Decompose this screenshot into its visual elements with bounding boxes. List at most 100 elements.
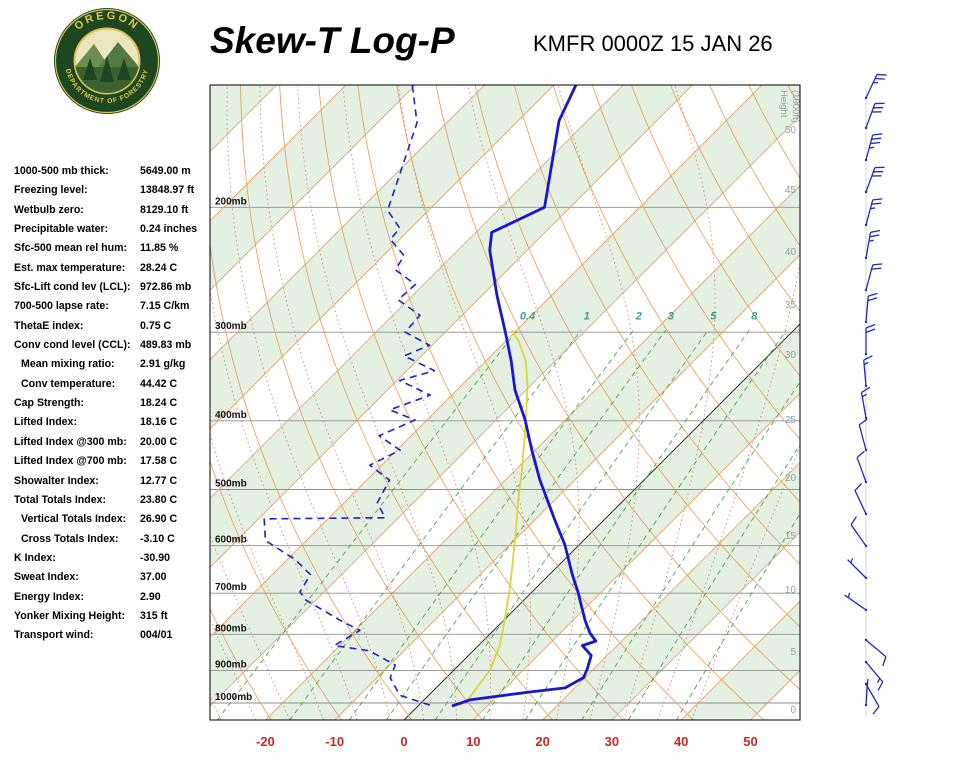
mixing-ratio-line [627,443,800,720]
height-axis-title: Height [778,90,789,118]
stat-value: 5649.00 m [140,165,191,177]
stat-value: 7.15 C/km [140,300,190,313]
stat-label: Lifted Index: [14,416,77,429]
dry-adiabat [74,12,201,721]
mixing-ratio-line [434,329,709,720]
wind-barb [864,263,883,292]
dry-adiabat [513,85,800,566]
moist-adiabat [210,433,324,720]
isotherm-line [542,462,800,720]
stat-row: Lifted Index @300 mb: 20.00 C [14,436,216,455]
stat-label: Est. max temperature: [14,261,126,274]
pressure-label: 700mb [215,582,247,593]
pressure-label: 800mb [215,623,247,634]
wind-barb [864,682,880,715]
mixing-ratio-line [348,329,634,720]
stat-label: Sweat Index: [14,571,79,584]
pressure-label: 500mb [215,479,247,490]
dry-adiabat [670,85,800,313]
height-tick-label: 30 [785,350,797,361]
temp-axis-label: 50 [743,734,757,749]
stat-value: 18.24 C [140,397,178,410]
stat-value: 972.86 mb [140,281,192,294]
stat-row: Precipitable water: 0.24 inches [14,223,216,242]
isotherm-line [264,184,800,720]
stat-value: 13848.97 ft [140,184,195,197]
moist-adiabat [210,695,222,720]
stat-label: ThetaE index: [14,319,84,332]
stat-value: 0.75 C [140,319,172,332]
isotherm-line [210,85,347,222]
stat-row: Energy Index: 2.90 [14,591,216,610]
stat-label: Lifted Index @300 mb: [14,435,127,448]
wetbulb-trace [459,329,529,707]
moist-adiabat [397,85,531,720]
mixing-ratio-label: 1 [584,311,590,323]
isotherm-band [0,55,168,750]
stat-label: Mean mixing ratio: [21,358,115,371]
isotherm-line [210,85,555,430]
isotherm-line [210,85,416,291]
stat-label: K Index: [14,551,56,564]
moist-adiabat [297,85,458,720]
stat-row: K Index: -30.90 [14,552,216,571]
stat-row: 1000-500 mb thick: 5649.00 m [14,165,216,184]
wind-barb [854,483,868,516]
dry-adiabat [630,85,800,377]
stat-row: Sweat Index: 37.00 [14,571,216,590]
moist-adiabat [210,534,291,720]
mixing-ratio-line [675,513,800,720]
temp-axis-label: 0 [400,734,407,749]
dry-adiabat [240,85,483,720]
stat-row: Total Totals Index: 23.80 C [14,494,216,513]
mixing-ratio-label: 8 [751,311,758,323]
mountain-near [98,42,139,68]
mixing-ratio-line [385,329,667,720]
stat-row: Est. max temperature: 28.24 C [14,262,216,281]
stat-label: Total Totals Index: [14,493,107,506]
pressure-label: 200mb [215,196,247,207]
stat-row: Sfc-500 mean rel hum: 11.85 % [14,242,216,261]
dry-adiabat [435,85,800,691]
stat-label: Sfc-Lift cond lev (LCL): [14,281,131,294]
stat-value: 44.42 C [140,377,178,390]
wind-barb [856,450,868,484]
wind-barb [864,323,876,356]
dry-adiabat [474,85,800,628]
wind-barb [864,292,878,324]
logo-gold-ring [54,8,160,114]
stat-label: Freezing level: [14,184,88,197]
height-tick-label: 25 [785,415,797,426]
mixing-ratio-line [581,381,800,720]
stat-value: 315 ft [140,609,168,622]
dry-adiabat [552,85,800,503]
mixing-ratio-line [289,329,582,720]
dry-adiabat [357,85,695,720]
tree-icon [100,56,114,82]
page-title: Skew-T Log-P [210,20,455,61]
stat-row: Sfc-Lift cond lev (LCL): 972.86 mb [14,281,216,300]
stat-label: Energy Index: [14,590,85,603]
height-tick-label: 10 [785,585,797,596]
pressure-label: 900mb [215,660,247,671]
dry-adiabat [210,240,413,720]
wind-barb [864,133,883,162]
dry-adiabat [826,12,960,721]
dewpoint-trace [263,85,436,706]
stat-label: Precipitable water: [14,223,109,236]
odf-logo-badge: OREGON DEPARTMENT OF FORESTRY [54,8,160,114]
wind-barb [864,198,883,227]
stat-value: 37.00 [140,571,167,584]
stat-label: Cap Strength: [14,397,85,410]
height-tick-label: 0 [790,705,796,716]
wind-barb [864,102,885,130]
stat-row: Yonker Mixing Height: 315 ft [14,610,216,629]
wind-barb [864,660,884,691]
stat-label: 700-500 lapse rate: [14,300,109,313]
odf-logo: OREGON DEPARTMENT OF FORESTRY [52,6,162,116]
plot-area: 0.4 1 2 3 5 8200mb300mb400mb500mb600mb700mb80… [0,12,960,750]
stat-label: Sfc-500 mean rel hum: [14,242,128,255]
isotherm-line [210,85,763,638]
stat-row: Transport wind: 004/01 [14,629,216,648]
